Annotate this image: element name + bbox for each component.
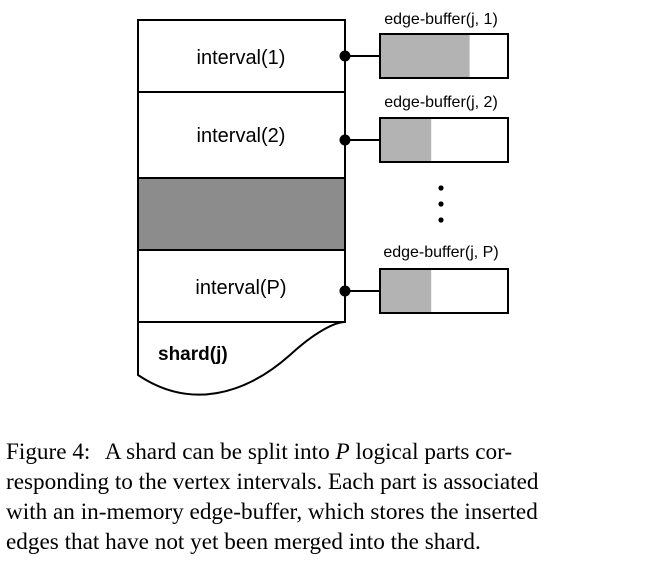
- edge-buffer-1-label: edge-buffer(j, 1): [384, 11, 498, 28]
- edge-buffer-2-label: edge-buffer(j, 2): [384, 94, 498, 111]
- ellipsis-dot: [438, 217, 443, 222]
- connector-dot-1: [340, 51, 351, 62]
- shard-diagram: interval(1) interval(2) interval(P) shar…: [0, 0, 655, 430]
- caption-line-2: responding to the vertex intervals. Each…: [6, 467, 646, 497]
- shard-label: shard(j): [158, 344, 228, 365]
- connector-dot-p: [340, 286, 351, 297]
- interval-p-label: interval(P): [195, 277, 286, 299]
- figure-label: Figure 4:: [6, 439, 90, 465]
- edge-buffer-p-fill: [380, 269, 431, 313]
- caption-text-1: A shard can be split into P logical part…: [105, 439, 512, 465]
- edge-buffer-p: edge-buffer(j, P): [380, 244, 508, 313]
- caption-line-4: edges that have not yet been merged into…: [6, 527, 646, 557]
- edge-buffer-2-fill: [380, 118, 431, 162]
- collapsed-interval-row: [138, 178, 345, 250]
- ellipsis-dot: [438, 185, 443, 190]
- caption-line-1: Figure 4: A shard can be split into P lo…: [6, 437, 646, 467]
- connector-dot-2: [340, 135, 351, 146]
- ellipsis-dot: [438, 201, 443, 206]
- edge-buffer-p-label: edge-buffer(j, P): [383, 244, 498, 261]
- interval-1-label: interval(1): [197, 47, 286, 69]
- caption-line-3: with an in-memory edge-buffer, which sto…: [6, 497, 646, 527]
- edge-buffer-2: edge-buffer(j, 2): [380, 94, 508, 162]
- edge-buffer-1: edge-buffer(j, 1): [380, 11, 508, 78]
- interval-2-label: interval(2): [197, 125, 286, 147]
- figure-caption: Figure 4: A shard can be split into P lo…: [6, 437, 646, 557]
- edge-buffer-1-fill: [380, 34, 470, 78]
